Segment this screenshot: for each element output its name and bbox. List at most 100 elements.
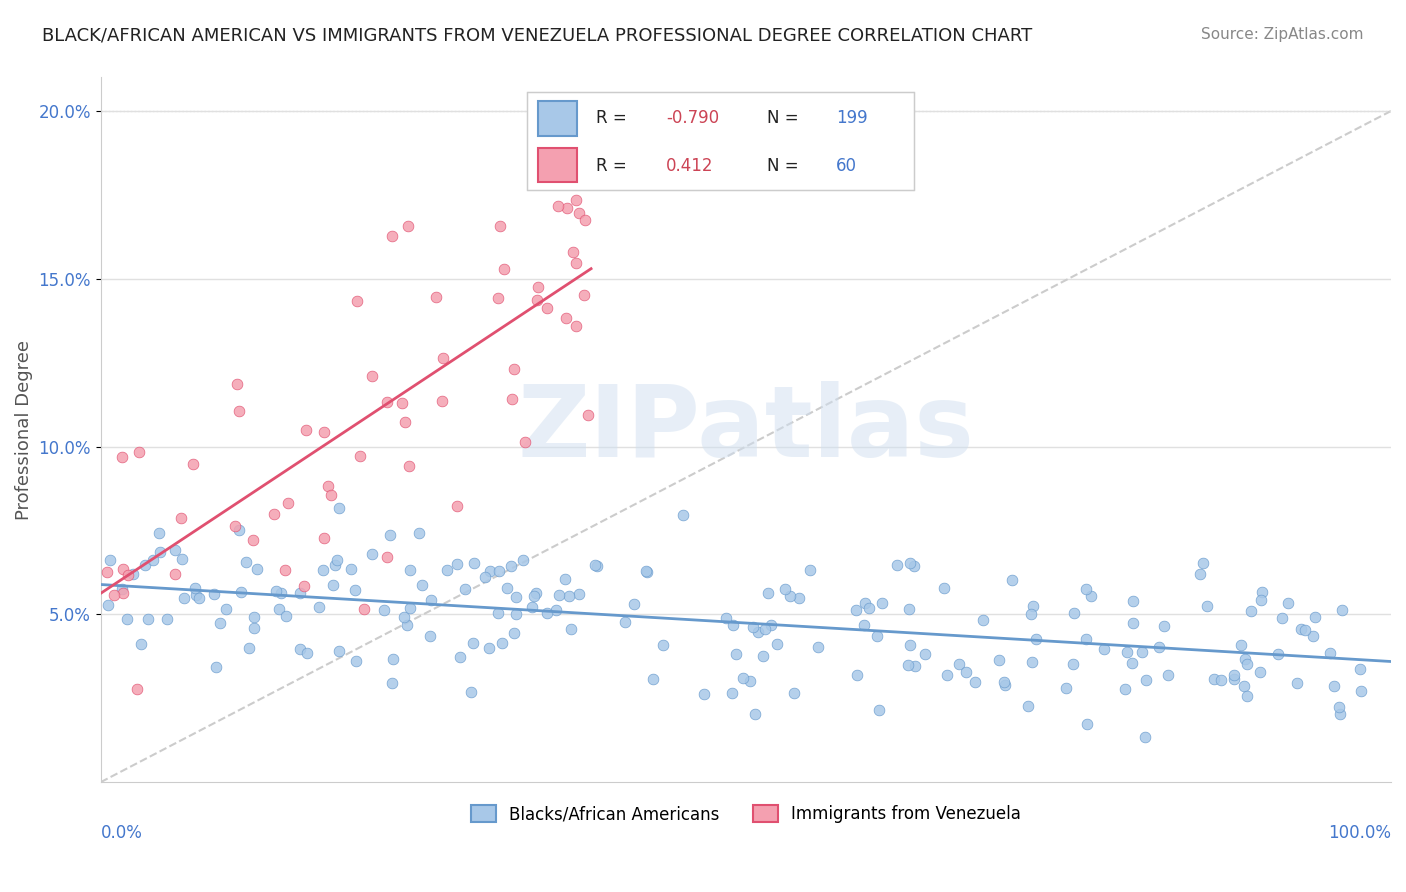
Point	[562, 245, 585, 260]
Point	[744, 707, 766, 722]
Point	[478, 640, 501, 655]
Point	[463, 556, 485, 570]
Point	[312, 425, 335, 440]
Point	[1062, 657, 1084, 672]
Point	[322, 578, 344, 592]
Point	[520, 600, 543, 615]
Point	[948, 657, 970, 672]
Point	[972, 613, 994, 627]
Point	[868, 703, 890, 717]
Point	[235, 555, 257, 569]
Point	[936, 668, 959, 682]
Point	[614, 615, 637, 630]
Point	[1348, 662, 1371, 676]
Point	[274, 609, 297, 624]
Point	[263, 507, 285, 521]
Point	[583, 558, 606, 572]
Point	[693, 687, 716, 701]
Point	[398, 600, 420, 615]
Point	[343, 582, 366, 597]
Point	[163, 566, 186, 581]
Point	[903, 559, 925, 574]
Point	[391, 395, 413, 409]
Point	[266, 583, 288, 598]
Point	[205, 660, 228, 674]
Point	[228, 404, 250, 418]
Point	[346, 294, 368, 309]
Point	[224, 519, 246, 533]
Point	[1331, 603, 1354, 617]
Point	[96, 565, 118, 579]
Point	[987, 653, 1010, 667]
Point	[1076, 716, 1098, 731]
Point	[623, 598, 645, 612]
Point	[502, 626, 524, 640]
Point	[1135, 673, 1157, 688]
Point	[419, 629, 441, 643]
Point	[505, 590, 527, 604]
Point	[420, 592, 443, 607]
Point	[228, 523, 250, 537]
Point	[505, 607, 527, 622]
Point	[1294, 623, 1316, 637]
Point	[963, 674, 986, 689]
Point	[758, 586, 780, 600]
Text: 100.0%: 100.0%	[1329, 824, 1391, 842]
Point	[411, 578, 433, 592]
Point	[1236, 689, 1258, 703]
Point	[432, 351, 454, 366]
Point	[1197, 599, 1219, 613]
Point	[1236, 657, 1258, 671]
Point	[155, 612, 177, 626]
Point	[993, 675, 1015, 690]
Point	[328, 501, 350, 516]
Point	[394, 416, 416, 430]
Point	[1230, 638, 1253, 652]
Point	[724, 647, 747, 661]
Point	[720, 686, 742, 700]
Point	[295, 646, 318, 660]
Point	[242, 533, 264, 547]
Point	[292, 579, 315, 593]
Point	[163, 543, 186, 558]
Point	[98, 553, 121, 567]
Point	[731, 672, 754, 686]
Point	[565, 193, 588, 207]
Point	[111, 582, 134, 597]
Point	[288, 586, 311, 600]
Point	[349, 449, 371, 463]
Point	[641, 672, 664, 686]
Point	[1223, 668, 1246, 682]
Point	[897, 657, 920, 672]
Point	[531, 173, 554, 187]
Point	[270, 585, 292, 599]
Point	[568, 587, 591, 601]
Point	[381, 228, 404, 243]
Point	[361, 369, 384, 384]
Point	[188, 591, 211, 606]
Point	[491, 636, 513, 650]
Point	[855, 596, 877, 610]
Point	[1074, 632, 1097, 646]
Point	[547, 199, 569, 213]
Point	[1189, 566, 1212, 581]
Point	[515, 435, 537, 450]
Point	[523, 589, 546, 603]
Point	[1249, 665, 1271, 680]
Point	[202, 587, 225, 601]
Point	[526, 586, 548, 600]
Point	[898, 638, 921, 652]
Point	[488, 564, 510, 578]
Point	[494, 261, 516, 276]
Point	[1132, 645, 1154, 659]
Point	[723, 618, 745, 632]
Point	[1157, 668, 1180, 682]
Point	[773, 582, 796, 596]
Point	[344, 654, 367, 668]
Point	[474, 570, 496, 584]
Point	[1017, 698, 1039, 713]
Text: Source: ZipAtlas.com: Source: ZipAtlas.com	[1201, 27, 1364, 42]
Point	[361, 547, 384, 561]
Point	[714, 610, 737, 624]
Point	[1223, 672, 1246, 686]
